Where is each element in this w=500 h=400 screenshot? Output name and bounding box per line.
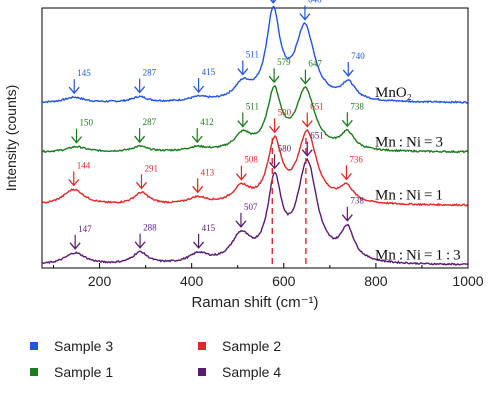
peak-arrow-head bbox=[342, 69, 354, 77]
x-tick-label: 400 bbox=[180, 273, 204, 289]
peak-arrow-head bbox=[192, 185, 204, 194]
peak-value-label: 291 bbox=[144, 163, 158, 173]
peak-arrow-head bbox=[299, 77, 311, 85]
peak-arrow-head bbox=[341, 214, 353, 222]
series-line-sample-1 bbox=[41, 84, 468, 154]
peak-arrow-head bbox=[193, 241, 205, 249]
peak-arrow-head bbox=[191, 135, 203, 144]
peak-arrow-head bbox=[135, 181, 147, 190]
peak-arrow-head bbox=[237, 120, 249, 128]
peak-value-label: 412 bbox=[200, 117, 214, 127]
legend-item: Sample 1 bbox=[30, 364, 113, 380]
legend-swatch bbox=[198, 342, 206, 350]
peak-value-label: 287 bbox=[143, 117, 157, 127]
series-label: Mn : Ni = 1 : 3 bbox=[375, 247, 461, 263]
series-line-sample-4 bbox=[41, 158, 468, 266]
peak-arrow-head bbox=[193, 85, 205, 94]
peak-value-label: 647 bbox=[308, 59, 322, 69]
peak-value-label: 144 bbox=[77, 160, 91, 170]
peak-value-label: 145 bbox=[77, 68, 91, 78]
peak-value-label: 579 bbox=[277, 57, 291, 67]
peak-value-label: 738 bbox=[350, 196, 364, 206]
peak-arrow-head bbox=[301, 120, 313, 128]
peak-arrow-head bbox=[269, 125, 281, 134]
peak-arrow-head bbox=[134, 241, 146, 249]
peak-value-label: 740 bbox=[351, 51, 365, 61]
legend-item: Sample 3 bbox=[30, 338, 113, 354]
peak-arrow-head bbox=[268, 75, 280, 84]
x-tick-label: 600 bbox=[272, 273, 296, 289]
peak-arrow-head bbox=[341, 119, 353, 128]
peak-value-label: 511 bbox=[246, 50, 259, 60]
peak-arrow-head bbox=[340, 172, 352, 181]
peak-value-label: 651 bbox=[310, 102, 324, 112]
peak-value-label: 580 bbox=[278, 143, 292, 153]
peak-value-label: 413 bbox=[201, 167, 215, 177]
peak-arrow-head bbox=[68, 86, 80, 95]
peak-arrow-head bbox=[299, 13, 311, 21]
peak-value-label: 580 bbox=[278, 107, 292, 117]
peak-value-label: 651 bbox=[310, 131, 324, 141]
legend-item: Sample 2 bbox=[198, 338, 281, 354]
peak-value-label: 150 bbox=[80, 118, 94, 128]
peak-arrow-head bbox=[301, 149, 313, 157]
series-line-sample-2 bbox=[41, 128, 469, 207]
peak-value-label: 511 bbox=[246, 102, 259, 112]
peak-value-label: 507 bbox=[244, 202, 258, 212]
peak-value-label: 287 bbox=[143, 68, 157, 78]
peak-value-label: 415 bbox=[202, 67, 216, 77]
legend-label: Sample 3 bbox=[54, 338, 114, 354]
peak-arrow-head bbox=[134, 86, 146, 94]
plot-frame bbox=[41, 7, 469, 269]
peak-arrow-head bbox=[68, 178, 80, 187]
legend-swatch bbox=[30, 368, 38, 376]
peak-value-label: 288 bbox=[143, 223, 157, 233]
x-tick-label: 1000 bbox=[452, 273, 483, 289]
peak-arrow-head bbox=[237, 68, 249, 76]
legend-label: Sample 1 bbox=[54, 364, 114, 380]
x-tick-label: 200 bbox=[88, 273, 112, 289]
legend-label: Sample 2 bbox=[222, 338, 282, 354]
peak-arrow-head bbox=[71, 136, 83, 144]
peak-arrow-head bbox=[269, 161, 281, 170]
peak-value-label: 147 bbox=[78, 224, 92, 234]
chart-legend: Sample 3 Sample 2 Sample 1 Sample 4 bbox=[30, 338, 350, 398]
x-tick-label: 800 bbox=[364, 273, 388, 289]
series-line-sample-3 bbox=[41, 5, 468, 104]
series-label: Mn : Ni = 3 bbox=[375, 134, 443, 150]
legend-label: Sample 4 bbox=[222, 364, 282, 380]
peak-value-label: 646 bbox=[308, 0, 322, 5]
series-label: MnO₂ bbox=[375, 85, 412, 101]
peak-arrow-head bbox=[235, 220, 247, 228]
series-label: Mn : Ni = 1 bbox=[375, 188, 443, 204]
legend-item: Sample 4 bbox=[198, 364, 281, 380]
peak-arrow-head bbox=[134, 135, 146, 144]
legend-swatch bbox=[30, 342, 38, 350]
peak-arrow-head bbox=[69, 242, 81, 250]
peak-value-label: 415 bbox=[202, 223, 216, 233]
peak-arrow-head bbox=[270, 0, 277, 4]
peak-value-label: 738 bbox=[350, 101, 364, 111]
peak-value-label: 736 bbox=[349, 154, 363, 164]
y-axis-label: Intensity (counts) bbox=[3, 85, 19, 192]
peak-arrow-head bbox=[235, 173, 247, 181]
x-axis-label: Raman shift (cm⁻¹) bbox=[191, 294, 318, 311]
peak-value-label: 508 bbox=[244, 155, 258, 165]
legend-swatch bbox=[198, 368, 206, 376]
